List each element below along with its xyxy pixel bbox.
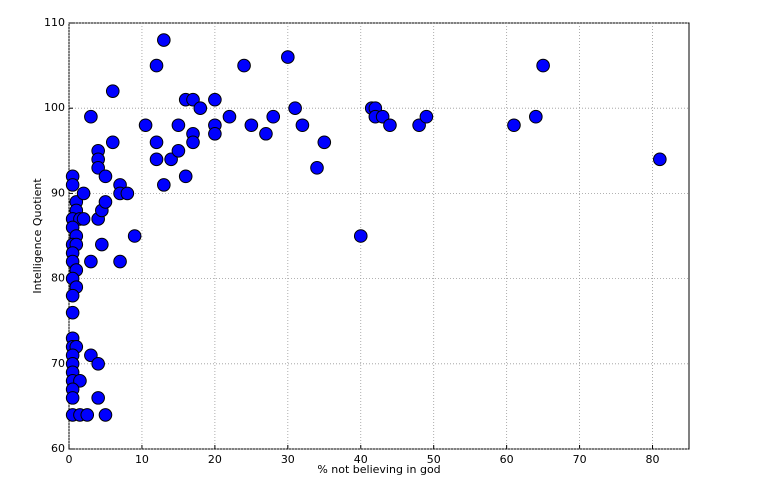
point <box>157 33 171 47</box>
point <box>98 169 113 184</box>
point <box>529 109 543 124</box>
point <box>84 109 98 124</box>
point <box>113 254 127 269</box>
point <box>536 58 550 73</box>
point <box>237 58 251 73</box>
point <box>419 109 434 124</box>
point <box>138 118 153 133</box>
point <box>266 109 281 124</box>
point <box>65 391 80 405</box>
point <box>65 305 80 320</box>
y-tick-label: 100 <box>44 101 65 114</box>
x-tick-label: 40 <box>354 453 368 466</box>
point <box>317 135 332 150</box>
point <box>65 178 80 192</box>
point <box>244 118 259 133</box>
point <box>95 237 109 252</box>
point <box>105 84 120 98</box>
y-tick-label: 70 <box>51 357 65 370</box>
x-tick-label: 10 <box>135 453 149 466</box>
plot-frame <box>68 22 690 450</box>
point <box>507 118 521 133</box>
point <box>171 118 186 133</box>
x-tick-label: 50 <box>427 453 441 466</box>
point <box>105 135 120 150</box>
point <box>157 178 171 192</box>
point <box>653 152 667 167</box>
x-tick-label: 30 <box>281 453 295 466</box>
point <box>178 169 193 184</box>
point <box>193 101 208 115</box>
point <box>288 101 302 115</box>
point <box>98 195 113 209</box>
x-tick-label: 70 <box>573 453 587 466</box>
point <box>149 58 164 73</box>
point <box>127 229 142 243</box>
point <box>383 118 397 133</box>
y-axis-label: Intelligence Quotient <box>31 178 44 294</box>
point <box>98 408 113 422</box>
y-tick-label: 90 <box>51 186 65 199</box>
y-tick-label: 80 <box>51 272 65 285</box>
point <box>91 391 105 405</box>
y-tick-label: 60 <box>51 442 65 455</box>
point <box>120 186 135 201</box>
point <box>281 50 295 64</box>
x-tick-label: 80 <box>646 453 660 466</box>
point <box>149 135 164 150</box>
y-tick-label: 110 <box>44 16 65 29</box>
point <box>208 126 222 141</box>
point <box>186 135 200 150</box>
point <box>353 229 368 243</box>
point <box>80 408 95 422</box>
point <box>149 152 164 167</box>
point <box>208 92 222 107</box>
point <box>76 212 91 226</box>
point <box>76 186 91 201</box>
x-axis-label: % not believing in god <box>317 463 440 476</box>
point <box>171 144 186 158</box>
point <box>259 126 273 141</box>
x-tick-label: 0 <box>66 453 73 466</box>
point <box>295 118 310 133</box>
point <box>222 109 237 124</box>
x-tick-label: 60 <box>500 453 514 466</box>
point <box>84 254 98 269</box>
x-tick-label: 20 <box>208 453 222 466</box>
point <box>65 288 80 303</box>
point <box>310 161 324 175</box>
point <box>91 357 105 371</box>
